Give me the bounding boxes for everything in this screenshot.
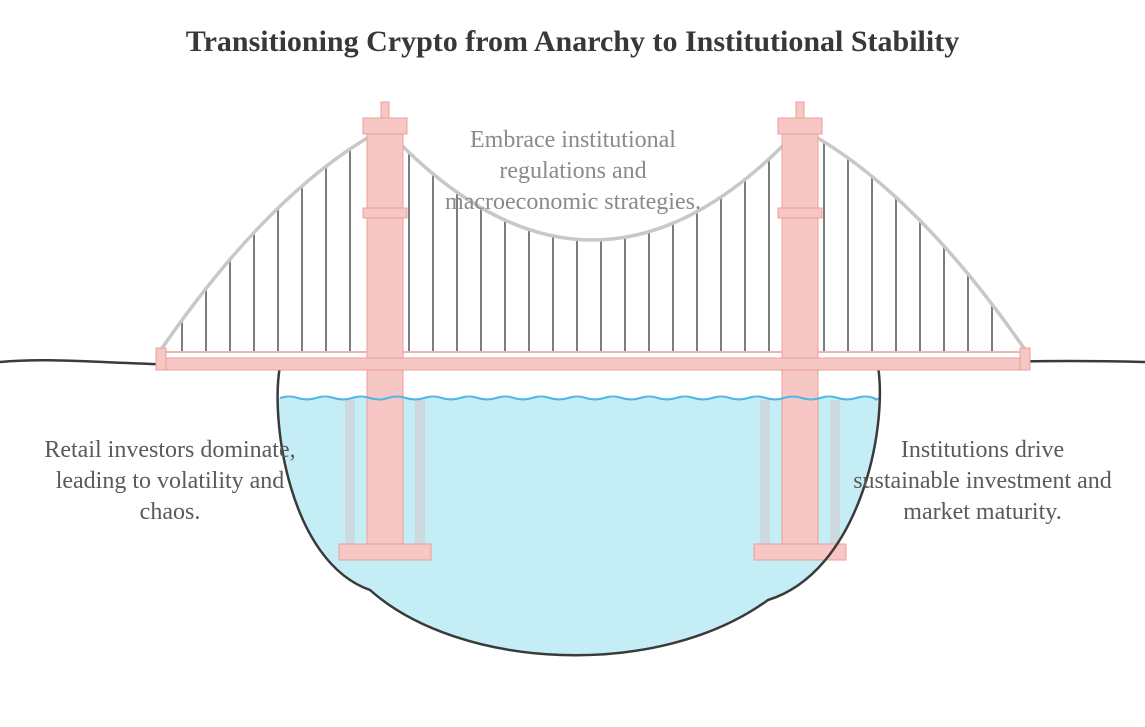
caption-left-text: Retail investors dominate, leading to vo… — [44, 437, 295, 525]
diagram-stage: Transitioning Crypto from Anarchy to Ins… — [0, 0, 1145, 727]
caption-middle: Embrace institutional regulations and ma… — [443, 125, 703, 219]
bridge-illustration — [0, 0, 1145, 727]
caption-left: Retail investors dominate, leading to vo… — [40, 435, 300, 529]
caption-right: Institutions drive sustainable investmen… — [850, 435, 1115, 529]
caption-right-text: Institutions drive sustainable investmen… — [853, 437, 1112, 525]
caption-middle-text: Embrace institutional regulations and ma… — [445, 127, 701, 215]
